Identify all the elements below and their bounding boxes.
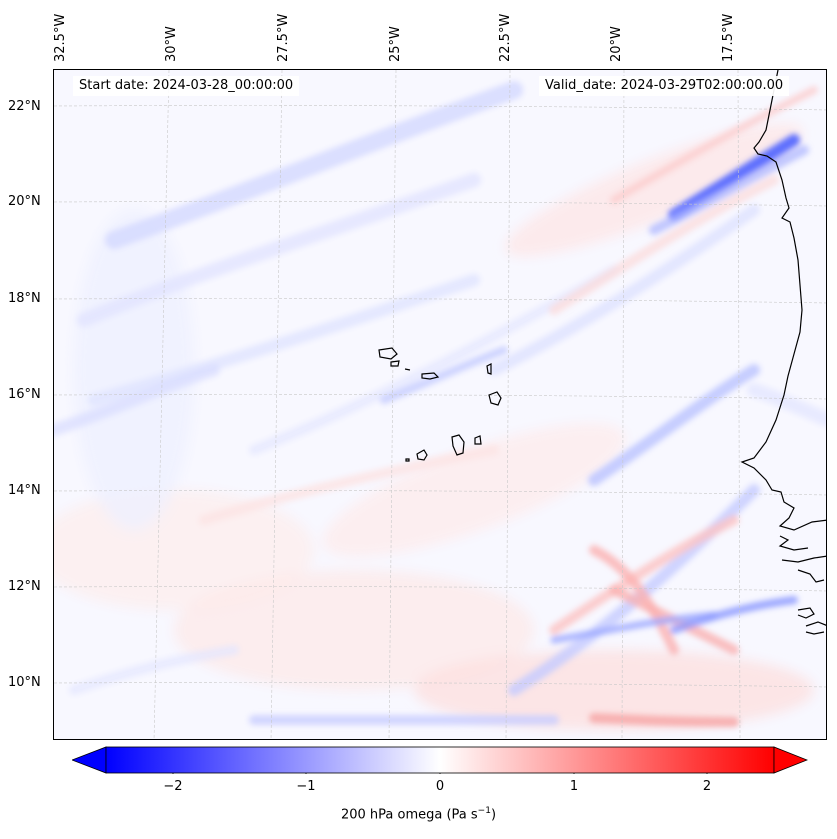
colorbar-tick-label-neg1: −1	[296, 779, 316, 794]
colorbar-gradient	[105, 746, 775, 774]
lat-label-20n: 20°N	[8, 194, 41, 209]
lon-label-30w: 30°W	[164, 26, 179, 62]
colorbar-max-extend-arrow	[773, 746, 808, 774]
colorbar-label-main: 200 hPa omega (Pa s	[340, 807, 478, 823]
colorbar-label-exponent: −1	[477, 806, 491, 816]
start-date-box: Start date: 2024-03-28_00:00:00	[73, 76, 300, 96]
lon-label-25w: 25°W	[388, 26, 403, 62]
colorbar-label-close: )	[490, 807, 497, 823]
colorbar-tick-label-1: 1	[569, 779, 579, 794]
lon-label-17-5w: 17.5°W	[721, 13, 736, 62]
colorbar-tick-label-0: 0	[435, 779, 445, 794]
colorbar-min-extend-arrow	[72, 746, 107, 774]
lat-label-18n: 18°N	[8, 291, 41, 306]
lon-label-22-5w: 22.5°W	[498, 13, 513, 62]
graticule	[54, 70, 826, 739]
colorbar	[72, 746, 808, 774]
lat-label-12n: 12°N	[8, 579, 41, 594]
lon-label-32-5w: 32.5°W	[53, 13, 68, 62]
colorbar-tick-label-neg2: −2	[163, 779, 183, 794]
cape-verde-islands	[378, 347, 502, 462]
lon-label-20w: 20°W	[609, 26, 624, 62]
lon-label-27-5w: 27.5°W	[276, 13, 291, 62]
africa-coastline	[740, 70, 826, 635]
colorbar-tick-label-2: 2	[702, 779, 712, 794]
lat-label-14n: 14°N	[8, 483, 41, 498]
field-streaks	[54, 81, 826, 727]
colorbar-label: 200 hPa omega (Pa s−1)	[0, 806, 837, 822]
map-panel	[53, 69, 827, 740]
valid-date-box: Valid_date: 2024-03-29T02:00:00.00	[539, 76, 790, 96]
lat-label-16n: 16°N	[8, 387, 41, 402]
lat-label-10n: 10°N	[8, 675, 41, 690]
lat-label-22n: 22°N	[8, 99, 41, 114]
omega-field-map	[54, 70, 826, 739]
field-washes	[54, 123, 814, 730]
